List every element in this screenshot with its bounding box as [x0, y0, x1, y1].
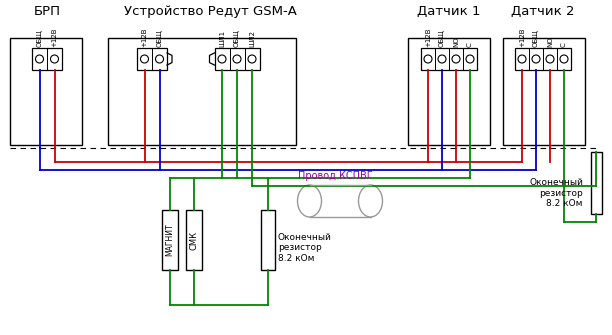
Bar — [32, 48, 62, 70]
Text: Оконечный
резистор
8.2 кОм: Оконечный резистор 8.2 кОм — [278, 233, 332, 263]
Text: NO: NO — [453, 37, 459, 47]
Bar — [162, 210, 178, 270]
Text: ОБЩ: ОБЩ — [533, 29, 539, 47]
Text: +12В: +12В — [51, 27, 58, 47]
Bar — [591, 152, 602, 214]
Text: Датчик 2: Датчик 2 — [511, 5, 575, 18]
Bar — [108, 38, 296, 145]
Bar — [137, 48, 167, 70]
Text: +12В: +12В — [141, 27, 147, 47]
Text: ОБЩ: ОБЩ — [234, 29, 240, 47]
Text: ШЛ1: ШЛ1 — [219, 30, 225, 47]
Bar — [186, 210, 202, 270]
Text: C: C — [561, 42, 567, 47]
Bar — [214, 48, 259, 70]
Text: Провод КСПВГ: Провод КСПВГ — [297, 171, 372, 181]
Text: Оконечный
резистор
8.2 кОм: Оконечный резистор 8.2 кОм — [529, 178, 583, 208]
Bar — [421, 48, 477, 70]
Text: МАГНИТ: МАГНИТ — [165, 224, 174, 256]
Text: +12В: +12В — [425, 27, 431, 47]
Bar — [261, 210, 275, 270]
Text: C: C — [467, 42, 473, 47]
Bar — [503, 38, 585, 145]
Text: Датчик 1: Датчик 1 — [417, 5, 481, 18]
Text: NO: NO — [547, 37, 553, 47]
Text: СМК: СМК — [190, 230, 198, 250]
Text: +12В: +12В — [519, 27, 525, 47]
Text: Устройство Редут GSM-А: Устройство Редут GSM-А — [124, 5, 296, 18]
Bar — [10, 38, 82, 145]
Bar — [408, 38, 490, 145]
Text: ШЛ2: ШЛ2 — [249, 30, 255, 47]
Text: ОБЩ: ОБЩ — [37, 29, 43, 47]
Text: БРП: БРП — [34, 5, 61, 18]
Bar — [515, 48, 571, 70]
Text: ОБЩ: ОБЩ — [157, 29, 163, 47]
Text: ОБЩ: ОБЩ — [439, 29, 445, 47]
